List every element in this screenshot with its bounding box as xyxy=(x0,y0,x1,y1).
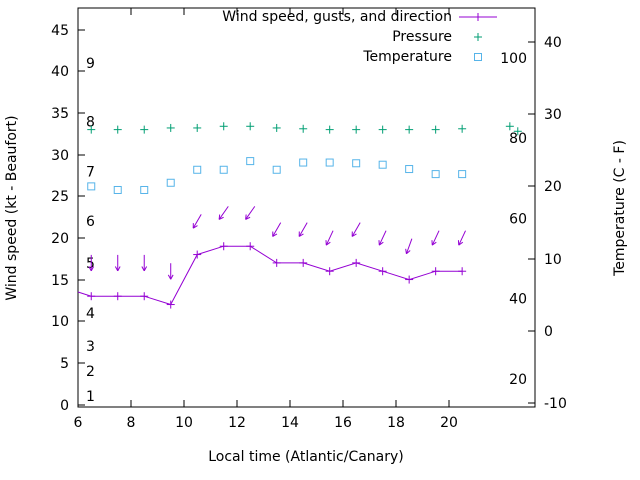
beaufort-scale-label: 6 xyxy=(86,214,95,230)
y-right-tick-label: 40 xyxy=(544,35,562,51)
y-left-tick-label: 45 xyxy=(51,23,69,39)
y-left-tick-label: 35 xyxy=(51,106,69,122)
beaufort-scale-label: 7 xyxy=(86,164,95,180)
legend-samples xyxy=(459,13,497,61)
temperature-markers xyxy=(87,157,467,194)
x-tick-label: 12 xyxy=(228,415,246,431)
y-right-axis-title: Temperature (C - F) xyxy=(612,140,628,277)
beaufort-scale-label: 2 xyxy=(86,364,95,380)
beaufort-scale-label: 9 xyxy=(86,56,95,72)
legend-pressure-label: Pressure xyxy=(392,29,452,45)
x-tick-label: 14 xyxy=(281,415,299,431)
y-right-tick-label: -10 xyxy=(544,396,567,412)
beaufort-scale-label: 4 xyxy=(86,306,95,322)
fahrenheit-scale-label: 80 xyxy=(509,131,527,147)
fahrenheit-scale-label: 100 xyxy=(500,51,527,67)
y-right-tick-label: 0 xyxy=(544,324,553,340)
y-left-tick-label: 20 xyxy=(51,231,69,247)
y-left-tick-label: 30 xyxy=(51,148,69,164)
x-axis-title: Local time (Atlantic/Canary) xyxy=(208,449,404,465)
wind-speed-line xyxy=(77,245,463,306)
x-tick-label: 8 xyxy=(127,415,136,431)
inner-scale-labels: 1 2 3 4 5 6 7 8 9 20 40 60 80 100 xyxy=(86,51,527,405)
y-left-tick-label: 0 xyxy=(60,398,69,414)
x-tick-label: 18 xyxy=(387,415,405,431)
y-left-axis-title: Wind speed (kt - Beaufort) xyxy=(4,115,20,300)
fahrenheit-scale-label: 60 xyxy=(509,211,527,227)
axis-ticks xyxy=(77,8,535,407)
fahrenheit-scale-label: 20 xyxy=(509,372,527,388)
legend-wind-label: Wind speed, gusts, and direction xyxy=(222,9,452,25)
plot-border xyxy=(77,7,536,408)
axis-tick-labels: 6 8 10 12 14 16 18 20051015202530354045-1001020… xyxy=(51,23,567,431)
y-left-tick-label: 15 xyxy=(51,273,69,289)
y-right-tick-label: 10 xyxy=(544,252,562,268)
x-tick-label: 20 xyxy=(440,415,458,431)
chart-generated-content: 6 8 10 12 14 16 18 20051015202530354045-1001020… xyxy=(51,7,567,431)
y-right-tick-label: 20 xyxy=(544,179,562,195)
x-tick-label: 6 xyxy=(74,415,83,431)
beaufort-scale-label: 1 xyxy=(86,389,95,405)
pressure-markers xyxy=(87,122,522,136)
beaufort-scale-label: 5 xyxy=(86,256,95,272)
y-right-tick-label: 30 xyxy=(544,107,562,123)
x-tick-label: 10 xyxy=(175,415,193,431)
beaufort-scale-label: 3 xyxy=(86,339,95,355)
x-tick-label: 16 xyxy=(334,415,352,431)
y-left-tick-label: 5 xyxy=(60,356,69,372)
wind-speed-markers xyxy=(87,242,467,309)
y-left-tick-label: 25 xyxy=(51,189,69,205)
wind-direction-arrows xyxy=(88,206,466,280)
beaufort-scale-label: 8 xyxy=(86,114,95,130)
legend-temperature-label: Temperature xyxy=(362,49,452,65)
y-left-tick-label: 40 xyxy=(51,64,69,80)
y-left-tick-label: 10 xyxy=(51,314,69,330)
fahrenheit-scale-label: 40 xyxy=(509,292,527,308)
